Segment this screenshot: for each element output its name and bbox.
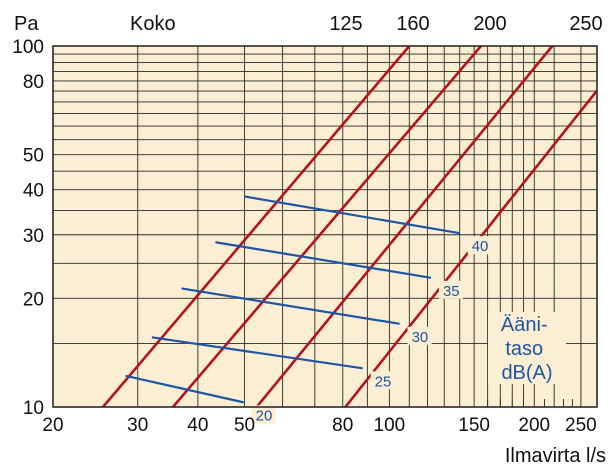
size-line-200	[255, 46, 554, 407]
sound-label-40: 40	[472, 238, 489, 255]
x-tick-label: 20	[42, 415, 63, 436]
x-tick-label: 50	[234, 415, 255, 436]
sound-level-lines: 20 25 30 35 40	[125, 195, 492, 424]
y-tick-label: 50	[23, 146, 44, 167]
size-line-125	[101, 46, 411, 407]
x-tick-label: 100	[374, 415, 406, 436]
sound-line-20	[125, 374, 244, 404]
y-tick-label: 80	[23, 72, 44, 93]
x-tick-label: 200	[518, 415, 550, 436]
size-labels: 125 160 200 250	[329, 13, 602, 35]
sound-label-bg	[251, 405, 276, 424]
size-label-160: 160	[396, 13, 429, 35]
sound-line-25	[151, 336, 363, 370]
size-header-label: Koko	[130, 13, 176, 35]
size-label-250: 250	[569, 13, 602, 35]
y-tick-label: 20	[23, 289, 44, 310]
sound-label-bg	[407, 326, 432, 345]
x-axis-label: Ilmavirta l/s	[505, 445, 606, 467]
sound-label-30: 30	[412, 329, 429, 346]
x-tick-label: 80	[332, 415, 353, 436]
x-tick-label: 150	[458, 415, 490, 436]
plot-frame	[52, 45, 598, 408]
sound-level-title-line-2: taso	[505, 338, 543, 360]
y-tick-label: 30	[23, 226, 44, 247]
y-tick-label: 10	[23, 398, 44, 419]
y-tick-label: 40	[23, 181, 44, 202]
sound-label-25: 25	[375, 373, 392, 390]
size-label-200: 200	[473, 13, 506, 35]
x-tick-label: 40	[187, 415, 208, 436]
sound-level-title-line-1: Ääni-	[501, 314, 548, 336]
sound-line-40	[244, 195, 460, 235]
sound-level-title-line-3: dB(A)	[501, 362, 552, 384]
sound-label-bg	[370, 371, 395, 390]
size-line-250	[344, 88, 597, 407]
sound-line-30	[181, 287, 400, 325]
x-tick-label: 250	[565, 415, 597, 436]
sound-level-title: Ääni- taso dB(A)	[501, 314, 553, 384]
sound-line-35	[215, 241, 432, 279]
sound-label-20: 20	[256, 407, 273, 424]
x-tick-label: 30	[127, 415, 148, 436]
sound-label-35: 35	[443, 283, 460, 300]
sound-label-bg	[467, 236, 492, 255]
size-label-125: 125	[329, 13, 362, 35]
y-tick-label: 100	[12, 37, 44, 58]
y-axis-unit-label: Pa	[14, 13, 39, 35]
sound-label-bg	[438, 280, 463, 299]
sound-title-bg	[488, 312, 566, 384]
